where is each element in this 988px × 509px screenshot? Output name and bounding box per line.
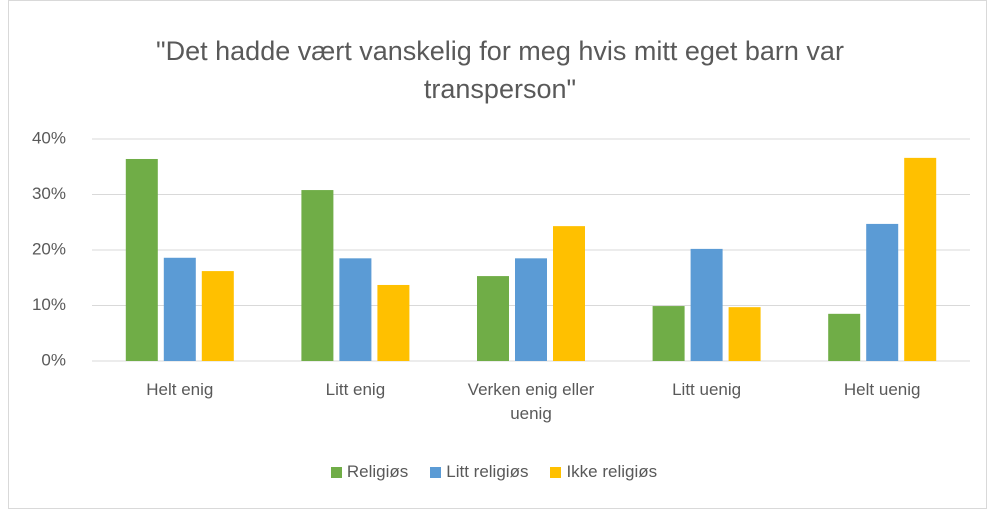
legend-swatch: [550, 466, 562, 478]
bar: [339, 258, 372, 361]
legend: Religiøs Litt religiøs Ikke religiøs: [0, 462, 988, 482]
bar: [515, 258, 547, 361]
y-tick-label: 40%: [32, 128, 66, 147]
bar: [652, 306, 685, 361]
x-tick-label: Verken enig eller uenig: [467, 380, 595, 423]
bar: [125, 158, 158, 361]
bar: [163, 257, 196, 361]
y-tick-label: 0%: [41, 350, 66, 369]
legend-label: Litt religiøs: [446, 462, 529, 481]
bar: [904, 157, 937, 361]
y-tick-label: 10%: [32, 295, 66, 314]
bar: [728, 307, 761, 361]
chart-title: "Det hadde vært vanskelig for meg hvis m…: [156, 36, 844, 104]
bar: [828, 313, 861, 361]
legend-item: Litt religiøs: [430, 462, 528, 482]
y-tick-label: 30%: [32, 184, 66, 203]
x-tick-label: Helt uenig: [843, 380, 921, 399]
bar: [201, 271, 234, 361]
legend-item: Ikke religiøs: [550, 462, 657, 482]
legend-label: Ikke religiøs: [566, 462, 658, 481]
legend-item: Religiøs: [330, 462, 409, 482]
bar: [690, 248, 723, 361]
x-tick-label: Litt uenig: [672, 380, 742, 399]
legend-swatch: [330, 466, 342, 478]
x-tick-label: Litt enig: [325, 380, 386, 399]
legend-swatch: [430, 466, 442, 478]
y-tick-label: 20%: [32, 239, 66, 258]
bar: [301, 190, 334, 361]
x-tick-label: Helt enig: [146, 380, 214, 399]
bar: [553, 226, 585, 361]
bar: [477, 276, 509, 361]
bar: [377, 284, 410, 361]
legend-label: Religiøs: [346, 462, 409, 481]
bar: [866, 223, 899, 361]
